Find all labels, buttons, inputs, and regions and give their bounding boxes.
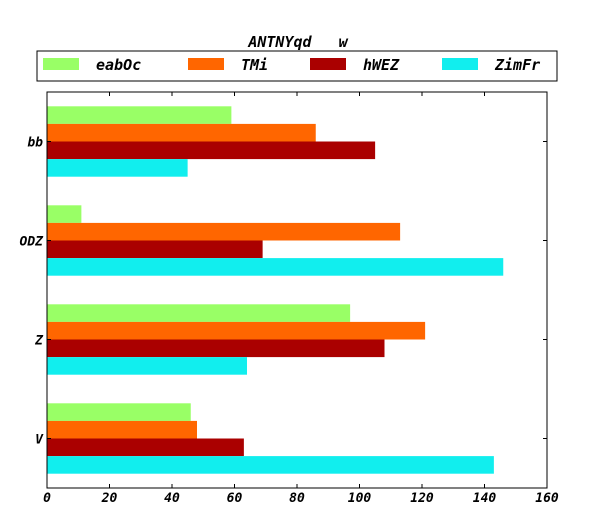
legend-swatch <box>43 58 79 70</box>
y-tick-label: V <box>35 433 44 448</box>
x-tick-label: 0 <box>43 491 51 506</box>
x-tick-label: 40 <box>164 491 180 506</box>
y-tick-label: bb <box>27 136 43 151</box>
legend-label: hWEZ <box>363 56 400 74</box>
bar-hWEZ-bb <box>47 141 376 160</box>
bar-ZimFr-Z <box>47 357 247 375</box>
bar-eabOc-ODZ <box>47 205 82 223</box>
bar-ZimFr-bb <box>47 159 188 177</box>
x-tick-label: 160 <box>535 491 559 506</box>
legend-item: TMi <box>188 56 268 74</box>
bar-TMi-Z <box>47 321 426 340</box>
legend-item: hWEZ <box>310 56 400 74</box>
legend-swatch <box>442 58 478 70</box>
y-tick-label: Z <box>34 334 44 349</box>
bar-eabOc-bb <box>47 106 232 124</box>
bar-TMi-V <box>47 420 197 439</box>
bar-hWEZ-Z <box>47 339 385 358</box>
plot-area: bb ODZ Z V 0 20 40 60 80 100 120 140 160 <box>20 91 559 506</box>
x-tick-label: 80 <box>289 491 305 506</box>
x-tick-label: 60 <box>227 491 243 506</box>
x-tick-label: 120 <box>410 491 434 506</box>
bar-eabOc-Z <box>47 304 351 322</box>
x-tick-label: 140 <box>473 491 497 506</box>
legend: eabOc TMi hWEZ ZimFr <box>36 50 558 82</box>
bar-TMi-bb <box>47 123 316 142</box>
bar-hWEZ-V <box>47 438 244 457</box>
legend-swatch <box>310 58 346 70</box>
legend-item: eabOc <box>43 56 141 74</box>
x-tick-label: 20 <box>101 491 118 506</box>
bar-eabOc-V <box>47 403 191 421</box>
legend-item: ZimFr <box>442 56 540 74</box>
x-tick-label: 100 <box>348 491 372 506</box>
legend-label: ZimFr <box>494 56 540 74</box>
legend-label: eabOc <box>96 56 141 74</box>
bar-ZimFr-V <box>47 456 494 474</box>
y-tick-label: ODZ <box>20 235 45 250</box>
bar-hWEZ-ODZ <box>47 240 263 259</box>
legend-swatch <box>188 58 224 70</box>
legend-label: TMi <box>241 56 268 74</box>
bar-ZimFr-ODZ <box>47 258 504 276</box>
chart-title: ANTNYqd w <box>247 33 348 51</box>
bar-TMi-ODZ <box>47 222 401 241</box>
